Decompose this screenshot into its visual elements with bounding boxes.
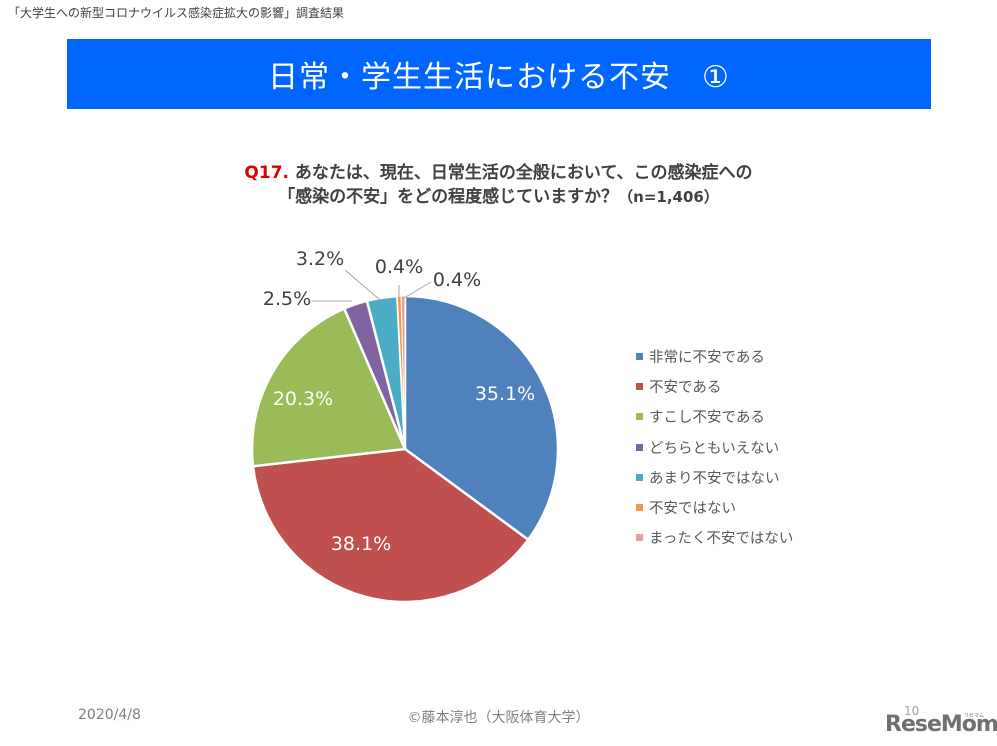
legend-item: 不安ではない	[636, 492, 793, 522]
legend-swatch	[636, 382, 643, 390]
data-label: 35.1%	[475, 383, 535, 405]
legend-item: あまり不安ではない	[636, 462, 793, 492]
leader-line	[344, 269, 381, 301]
pie-slice	[250, 306, 407, 468]
legend-item: まったく不安ではない	[636, 523, 793, 553]
legend-item: 不安である	[636, 371, 793, 401]
legend-swatch	[636, 534, 643, 542]
question-number: Q17.	[244, 163, 289, 183]
footer-date: 2020/4/8	[78, 707, 141, 723]
legend-item: すこし不安である	[636, 402, 793, 432]
data-label: 38.1%	[331, 533, 391, 555]
resemom-logo-sub: リセマム	[964, 713, 985, 719]
legend-swatch	[636, 352, 643, 360]
slide-title: 日常・学生生活における不安 ①	[268, 60, 730, 95]
title-banner: 日常・学生生活における不安 ①	[67, 39, 931, 109]
data-labels: 35.1% 38.1% 20.3% 2.5% 3.2% 0.4% 0.4%	[263, 248, 535, 555]
sample-size: （n=1,406）	[618, 188, 719, 206]
legend-swatch	[636, 473, 643, 481]
data-label: 0.4%	[433, 269, 481, 291]
question-text: Q17. あなたは、現在、日常生活の全般において、この感染症への 「感染の不安」…	[0, 161, 997, 209]
footer-copyright: ©藤本淳也（大阪体育大学）	[407, 710, 590, 726]
data-label: 3.2%	[296, 248, 344, 270]
legend-swatch	[636, 504, 643, 512]
leader-lines	[312, 269, 432, 302]
resemom-logo: ReseMom	[885, 712, 997, 737]
pie-slices	[250, 294, 560, 604]
pie-slice	[251, 447, 530, 604]
legend-swatch	[636, 443, 643, 451]
question-line1: あなたは、現在、日常生活の全般において、この感染症への	[294, 163, 753, 183]
document-header: 「大学生への新型コロナウイルス感染症拡大の影響」調査結果	[8, 6, 345, 20]
legend-swatch	[636, 413, 643, 421]
legend-item: 非常に不安である	[636, 341, 793, 371]
leader-line	[403, 281, 432, 299]
pie-slice	[403, 294, 560, 542]
pie-slice	[400, 295, 406, 450]
question-line2: 「感染の不安」をどの程度感じていますか？	[278, 187, 619, 207]
page-number: 10	[904, 704, 920, 718]
data-label: 0.4%	[375, 256, 423, 278]
data-label: 20.3%	[273, 388, 333, 410]
chart-legend: 非常に不安である 不安である すこし不安である どちらともいえない あまり不安で…	[636, 341, 793, 553]
legend-item: どちらともいえない	[636, 432, 793, 462]
data-label: 2.5%	[263, 288, 311, 310]
